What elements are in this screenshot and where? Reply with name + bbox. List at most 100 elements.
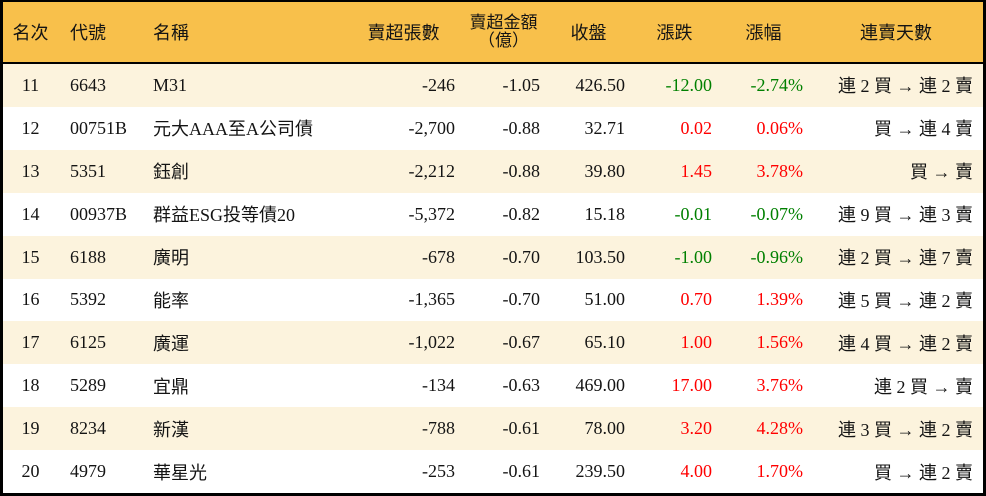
table-row[interactable]: 11 6643 M31 -246 -1.05 426.50 -12.00 -2.…	[3, 64, 983, 107]
cell-sell-amount: -0.63	[502, 375, 541, 396]
cell-streak: 買 → 賣	[910, 162, 973, 183]
col-header-sell-amount: 賣超金額 （億）	[461, 14, 546, 50]
cell-close: 15.18	[584, 203, 626, 224]
table-header: 名次 代號 名稱 賣超張數 賣超金額 （億） 收盤 漲跌 漲幅 連賣天數	[3, 2, 983, 64]
cell-name: 元大AAA至A公司債	[153, 119, 313, 140]
cell-rank: 11	[21, 74, 40, 95]
table-body: 11 6643 M31 -246 -1.05 426.50 -12.00 -2.…	[3, 64, 983, 494]
table-row[interactable]: 12 00751B 元大AAA至A公司債 -2,700 -0.88 32.71 …	[3, 106, 983, 150]
cell-sell-volume: -246	[422, 74, 455, 95]
cell-rank: 12	[21, 117, 40, 138]
cell-code: 8234	[70, 418, 106, 439]
cell-rank: 20	[21, 461, 40, 482]
col-header-sell-amount-line1: 賣超金額	[469, 13, 538, 33]
col-header-change-pct: 漲幅	[745, 23, 782, 43]
cell-change: 17.00	[671, 375, 713, 396]
col-header-name: 名稱	[153, 23, 189, 43]
cell-close: 426.50	[575, 74, 626, 95]
cell-sell-amount: -1.05	[502, 74, 541, 95]
cell-name: 廣明	[153, 248, 189, 269]
cell-sell-volume: -678	[422, 246, 455, 267]
cell-close: 78.00	[584, 418, 626, 439]
table-row[interactable]: 15 6188 廣明 -678 -0.70 103.50 -1.00 -0.96…	[3, 235, 983, 279]
cell-sell-volume: -134	[422, 375, 455, 396]
cell-code: 00751B	[70, 117, 128, 138]
cell-change-pct: -0.07%	[750, 203, 804, 224]
cell-sell-amount: -0.70	[502, 246, 541, 267]
cell-name: M31	[153, 74, 188, 95]
cell-close: 469.00	[575, 375, 626, 396]
cell-streak: 連 4 買 → 連 2 賣	[838, 333, 973, 354]
cell-change: 3.20	[680, 418, 713, 439]
col-header-change: 漲跌	[656, 23, 693, 43]
cell-streak: 連 9 買 → 連 3 賣	[838, 205, 973, 226]
cell-code: 6125	[70, 332, 106, 353]
table-row[interactable]: 14 00937B 群益ESG投等債20 -5,372 -0.82 15.18 …	[3, 192, 983, 236]
cell-sell-volume: -253	[422, 461, 455, 482]
cell-change: -1.00	[674, 246, 713, 267]
cell-code: 00937B	[70, 203, 128, 224]
col-header-code: 代號	[70, 23, 106, 43]
cell-name: 宜鼎	[153, 376, 189, 397]
cell-change-pct: 0.06%	[756, 117, 804, 138]
cell-rank: 17	[21, 332, 40, 353]
table-row[interactable]: 16 5392 能率 -1,365 -0.70 51.00 0.70 1.39%…	[3, 278, 983, 322]
cell-code: 6643	[70, 74, 106, 95]
cell-change: 4.00	[680, 461, 713, 482]
col-header-rank: 名次	[12, 23, 49, 43]
col-header-streak: 連賣天數	[860, 23, 932, 43]
table-row[interactable]: 18 5289 宜鼎 -134 -0.63 469.00 17.00 3.76%…	[3, 364, 983, 408]
cell-sell-volume: -1,022	[408, 332, 456, 353]
cell-change: 0.02	[680, 117, 713, 138]
cell-streak: 連 2 買 → 連 2 賣	[838, 76, 973, 97]
cell-rank: 19	[21, 418, 40, 439]
cell-change-pct: 3.76%	[756, 375, 804, 396]
cell-close: 103.50	[575, 246, 626, 267]
cell-sell-amount: -0.61	[502, 418, 541, 439]
cell-name: 華星光	[153, 462, 207, 483]
cell-code: 5289	[70, 375, 106, 396]
cell-streak: 買 → 連 2 賣	[874, 462, 973, 483]
cell-change: 0.70	[680, 289, 713, 310]
cell-close: 39.80	[584, 160, 626, 181]
cell-streak: 連 2 買 → 連 7 賣	[838, 248, 973, 269]
cell-change: 1.45	[680, 160, 713, 181]
cell-sell-amount: -0.88	[502, 160, 541, 181]
cell-name: 能率	[153, 290, 189, 311]
cell-code: 5392	[70, 289, 106, 310]
table-row[interactable]: 19 8234 新漢 -788 -0.61 78.00 3.20 4.28% 連…	[3, 407, 983, 451]
cell-close: 65.10	[584, 332, 626, 353]
table-row[interactable]: 20 4979 華星光 -253 -0.61 239.50 4.00 1.70%…	[3, 450, 983, 494]
col-header-sell-volume: 賣超張數	[367, 23, 440, 43]
cell-name: 鈺創	[153, 162, 189, 183]
cell-sell-volume: -2,700	[408, 117, 456, 138]
cell-sell-amount: -0.88	[502, 117, 541, 138]
cell-rank: 18	[21, 375, 40, 396]
table-row[interactable]: 17 6125 廣運 -1,022 -0.67 65.10 1.00 1.56%…	[3, 321, 983, 365]
col-header-sell-amount-line2: （億）	[478, 31, 529, 50]
cell-change-pct: 1.70%	[756, 461, 804, 482]
cell-sell-volume: -788	[422, 418, 455, 439]
cell-name: 廣運	[153, 333, 189, 354]
cell-rank: 13	[21, 160, 40, 181]
cell-change-pct: 1.56%	[756, 332, 804, 353]
cell-sell-amount: -0.82	[502, 203, 541, 224]
cell-streak: 連 3 買 → 連 2 賣	[838, 419, 973, 440]
cell-close: 51.00	[584, 289, 626, 310]
cell-change-pct: 3.78%	[756, 160, 804, 181]
cell-change-pct: 4.28%	[756, 418, 804, 439]
cell-rank: 16	[21, 289, 40, 310]
cell-change-pct: 1.39%	[756, 289, 804, 310]
cell-rank: 15	[21, 246, 40, 267]
cell-change: -12.00	[665, 74, 713, 95]
cell-sell-amount: -0.70	[502, 289, 541, 310]
cell-name: 群益ESG投等債20	[153, 205, 296, 226]
table-row[interactable]: 13 5351 鈺創 -2,212 -0.88 39.80 1.45 3.78%…	[3, 149, 983, 193]
cell-streak: 連 2 買 → 賣	[874, 376, 973, 397]
cell-sell-volume: -1,365	[408, 289, 456, 310]
cell-code: 4979	[70, 461, 106, 482]
cell-sell-volume: -5,372	[408, 203, 456, 224]
cell-sell-amount: -0.61	[502, 461, 541, 482]
cell-rank: 14	[21, 203, 40, 224]
